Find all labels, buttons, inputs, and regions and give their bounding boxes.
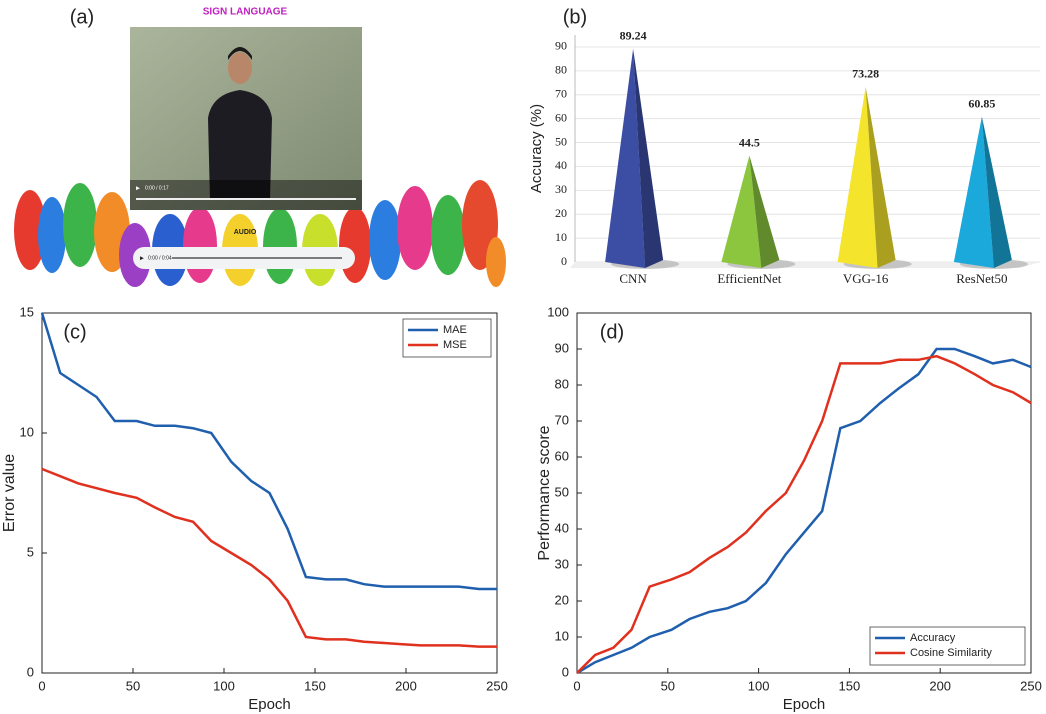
value-label: 89.24: [620, 29, 647, 43]
legend-label: MAE: [443, 324, 467, 336]
x-tick-label: 50: [661, 678, 675, 693]
panel-label: (d): [600, 321, 624, 343]
pyramid-bar: [954, 117, 1012, 268]
audio-play[interactable]: ▶: [140, 255, 144, 261]
y-tick-label: 20: [555, 592, 569, 607]
y-tick-label: 50: [555, 134, 567, 148]
y-tick-label: 10: [20, 424, 34, 439]
y-axis-label: Performance score: [536, 425, 553, 560]
y-tick-label: 15: [20, 304, 34, 319]
x-tick-label: 100: [213, 678, 235, 693]
pyramid-bar: [838, 87, 896, 268]
x-tick-label: 200: [395, 678, 417, 693]
x-tick-label: VGG-16: [843, 271, 889, 286]
y-tick-label: 10: [555, 230, 567, 244]
y-tick-label: 100: [547, 304, 569, 319]
x-tick-label: 0: [38, 678, 45, 693]
y-tick-label: 10: [555, 628, 569, 643]
value-label: 73.28: [852, 67, 879, 81]
audio-label: AUDIO: [234, 229, 257, 236]
y-tick-label: 50: [555, 484, 569, 499]
panel-label: (a): [70, 6, 94, 28]
y-tick-label: 5: [27, 544, 34, 559]
y-tick-label: 90: [555, 340, 569, 355]
y-tick-label: 30: [555, 182, 567, 196]
value-label: 44.5: [739, 135, 760, 149]
line-series: [577, 356, 1031, 673]
screenshot-panel: (a) SIGN LANGUAGE: [14, 6, 506, 288]
x-tick-label: 250: [486, 678, 508, 693]
y-tick-label: 0: [561, 254, 567, 268]
y-tick-label: 70: [555, 412, 569, 427]
line-series: [577, 349, 1031, 673]
y-tick-label: 60: [555, 448, 569, 463]
x-axis-label: Epoch: [248, 696, 291, 713]
y-tick-label: 70: [555, 86, 567, 100]
x-tick-label: EfficientNet: [717, 271, 781, 286]
y-tick-label: 20: [555, 206, 567, 220]
x-tick-label: 50: [126, 678, 140, 693]
x-tick-label: CNN: [619, 271, 647, 286]
y-axis-label: Error value: [1, 454, 18, 532]
y-tick-label: 80: [555, 63, 567, 77]
x-axis-label: Epoch: [783, 696, 826, 713]
y-axis-label: Accuracy (%): [528, 104, 545, 193]
legend-label: MSE: [443, 339, 467, 351]
figure: (a) SIGN LANGUAGE: [0, 0, 1046, 714]
y-tick-label: 80: [555, 376, 569, 391]
x-tick-label: 0: [573, 678, 580, 693]
x-tick-label: 250: [1020, 678, 1042, 693]
x-tick-label: 150: [304, 678, 326, 693]
y-tick-label: 0: [562, 664, 569, 679]
y-tick-label: 40: [555, 520, 569, 535]
video-play[interactable]: ▶: [136, 185, 140, 191]
panel-label: (c): [63, 321, 86, 343]
x-tick-label: 150: [839, 678, 861, 693]
legend-label: Accuracy: [910, 632, 956, 644]
x-tick-label: 200: [929, 678, 951, 693]
audio-time: 0:00 / 0:04: [148, 255, 172, 261]
x-tick-label: 100: [748, 678, 770, 693]
panel-label: (b): [563, 6, 587, 28]
y-tick-label: 0: [27, 664, 34, 679]
y-tick-label: 40: [555, 158, 567, 172]
y-tick-label: 60: [555, 110, 567, 124]
y-tick-label: 90: [555, 39, 567, 53]
value-label: 60.85: [968, 96, 995, 110]
x-tick-label: ResNet50: [956, 271, 1007, 286]
app-title: SIGN LANGUAGE: [203, 7, 288, 18]
y-tick-label: 30: [555, 556, 569, 571]
video-time: 0:00 / 0:17: [145, 185, 169, 191]
pyramid-bar: [605, 49, 663, 268]
pyramid-bar: [721, 156, 779, 268]
legend-label: Cosine Similarity: [910, 647, 992, 659]
